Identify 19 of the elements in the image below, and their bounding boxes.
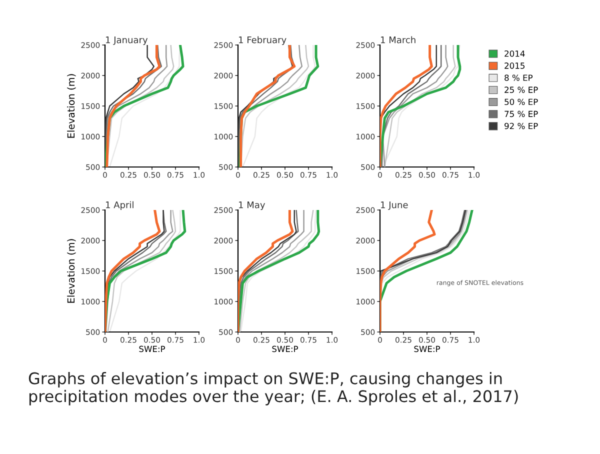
y-axis-title: Elevation (m) bbox=[67, 74, 76, 138]
chart-title: 1 February bbox=[238, 36, 286, 45]
x-axis-title: SWE:P bbox=[272, 346, 298, 352]
legend-label: 25 % EP bbox=[504, 86, 538, 93]
y-axis-title: Elevation (m) bbox=[67, 239, 76, 303]
legend-label: 75 % EP bbox=[504, 110, 538, 118]
x-axis-title: SWE:P bbox=[139, 346, 166, 352]
chart-title: 1 March bbox=[380, 36, 416, 44]
legend-label: 50 % EP bbox=[504, 98, 538, 106]
text: Graphs of elevation’s impact on SWE:P, causing changes in precipitation modes over the year; (E. A. Sproles et al., 2017) bbox=[28, 372, 518, 406]
chart-title: 1 May bbox=[238, 202, 266, 210]
x-axis-title: SWE:P bbox=[414, 346, 440, 352]
legend-label: 2014 bbox=[504, 50, 525, 57]
legend-label: 2015 bbox=[504, 62, 524, 69]
chart-title: 1 April bbox=[106, 201, 134, 210]
chart-title: 1 January bbox=[106, 36, 148, 45]
legend-label: 92 % EP bbox=[504, 122, 538, 130]
chart-title: 1 June bbox=[380, 202, 408, 210]
legend-label: 8 % EP bbox=[504, 74, 533, 81]
